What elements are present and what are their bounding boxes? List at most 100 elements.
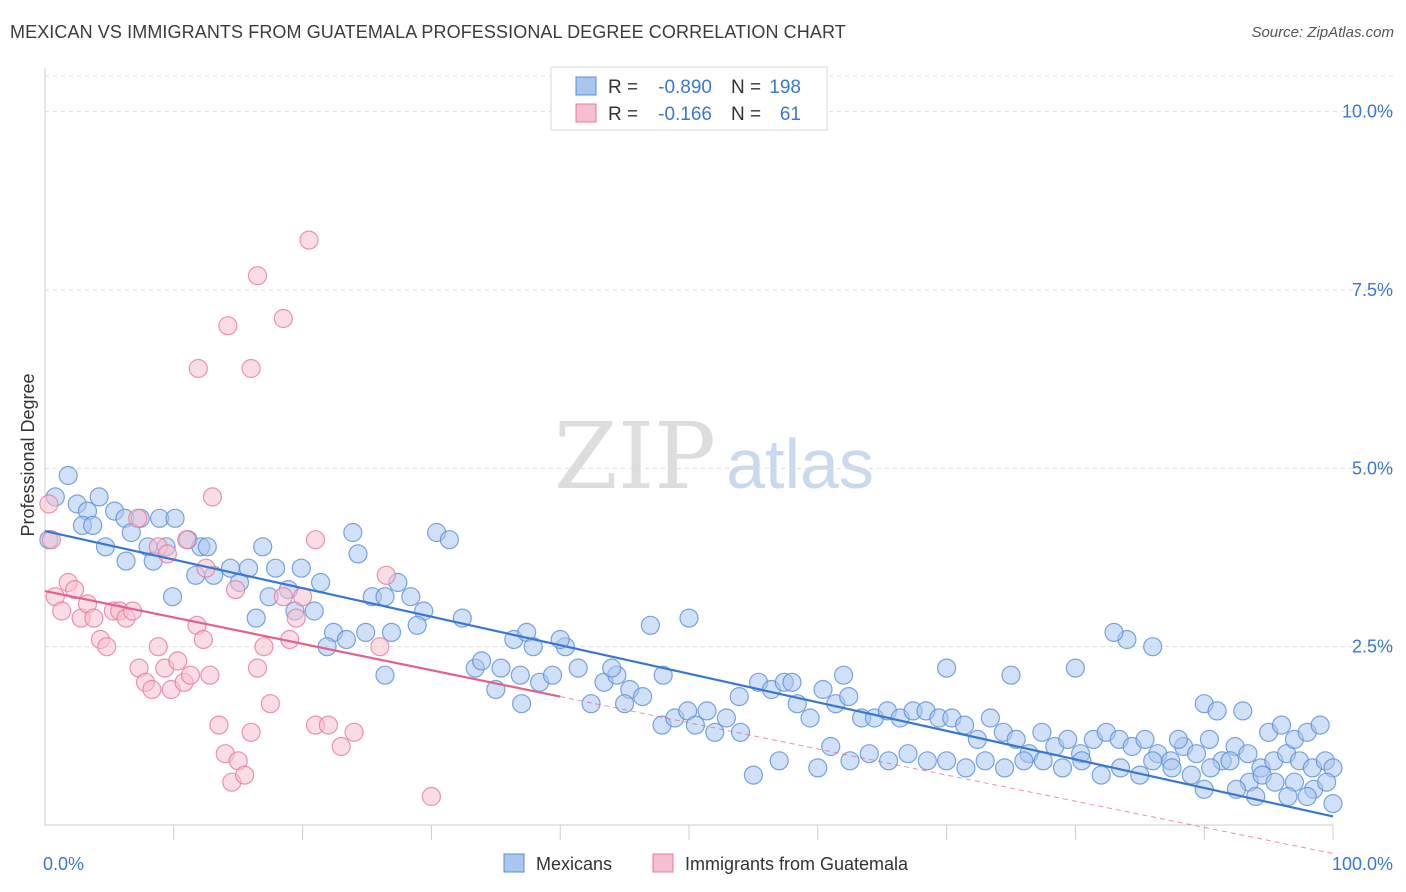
- legend-swatch: [575, 103, 597, 123]
- data-point: [1168, 729, 1189, 750]
- trend-line-extension: [560, 696, 1334, 855]
- data-point: [705, 722, 725, 742]
- data-point: [218, 316, 238, 336]
- data-point: [839, 686, 859, 707]
- data-point: [523, 637, 543, 657]
- data-point: [370, 637, 390, 657]
- data-point: [260, 694, 280, 714]
- y-tick-label: 10.0%: [1342, 102, 1393, 122]
- data-point: [84, 608, 104, 628]
- data-point: [202, 487, 222, 507]
- data-point: [241, 358, 261, 379]
- data-point: [348, 544, 368, 564]
- legend-r-value: -0.166: [658, 104, 712, 125]
- data-point: [247, 658, 268, 678]
- data-point: [833, 665, 854, 685]
- data-point: [376, 565, 396, 585]
- y-tick-label: 5.0%: [1352, 458, 1393, 478]
- data-point: [344, 722, 364, 742]
- data-point: [581, 694, 601, 714]
- data-point: [1143, 637, 1163, 657]
- data-point: [685, 715, 706, 735]
- data-point: [1316, 772, 1337, 792]
- data-point: [632, 686, 653, 707]
- data-point: [1233, 701, 1253, 721]
- data-point: [197, 537, 217, 557]
- data-point: [1265, 772, 1285, 792]
- data-point: [472, 651, 492, 671]
- data-point: [177, 530, 197, 550]
- data-point: [305, 530, 326, 550]
- data-point: [381, 622, 402, 643]
- legend-n-value: 61: [780, 104, 801, 125]
- data-point: [97, 637, 117, 657]
- data-point: [254, 637, 274, 657]
- data-point: [697, 701, 717, 721]
- data-point: [1200, 758, 1221, 778]
- data-point: [336, 629, 356, 650]
- data-point: [64, 579, 85, 600]
- data-point: [291, 558, 311, 578]
- data-point: [286, 608, 306, 628]
- data-point: [180, 665, 201, 685]
- data-point: [956, 758, 976, 778]
- data-point: [898, 744, 918, 764]
- data-point: [510, 665, 530, 685]
- data-point: [89, 487, 109, 507]
- data-point: [1238, 744, 1258, 764]
- data-point: [209, 715, 229, 735]
- data-point: [266, 558, 286, 578]
- data-point: [975, 751, 995, 771]
- data-point: [41, 530, 62, 550]
- data-point: [1323, 793, 1343, 814]
- y-tick-label: 7.5%: [1352, 280, 1393, 300]
- data-point: [331, 736, 351, 757]
- data-point: [640, 615, 661, 635]
- data-point: [808, 758, 828, 778]
- data-point: [188, 358, 208, 379]
- y-tick-label: 2.5%: [1352, 637, 1393, 657]
- data-point: [165, 508, 185, 528]
- data-point: [614, 694, 635, 714]
- data-point: [235, 765, 255, 785]
- data-point: [273, 308, 293, 329]
- data-point: [1181, 765, 1201, 785]
- data-point: [917, 751, 937, 771]
- data-point: [343, 522, 363, 543]
- data-point: [128, 508, 148, 528]
- data-point: [936, 658, 957, 678]
- data-point: [716, 708, 737, 728]
- data-point: [1220, 751, 1240, 771]
- data-point: [994, 758, 1015, 778]
- data-point: [407, 615, 427, 635]
- data-point: [679, 608, 699, 628]
- legend-r-label: R =: [608, 104, 638, 125]
- data-point: [653, 665, 673, 685]
- data-point: [116, 551, 136, 571]
- data-point: [1297, 786, 1317, 807]
- data-point: [311, 572, 331, 593]
- bottom-legend-swatch: [503, 853, 525, 873]
- data-point: [1310, 715, 1330, 735]
- data-point: [273, 587, 293, 607]
- data-point: [1271, 715, 1292, 735]
- data-point: [1091, 765, 1111, 785]
- data-point: [743, 765, 764, 785]
- data-point: [226, 579, 246, 600]
- data-point: [730, 722, 751, 742]
- data-point: [1104, 622, 1124, 643]
- source-label: Source: ZipAtlas.com: [1251, 24, 1394, 41]
- data-point: [299, 230, 319, 250]
- bottom-legend-label: Mexicans: [536, 854, 612, 874]
- trend-line: [44, 530, 1334, 818]
- data-point: [193, 629, 213, 650]
- watermark-zip: ZIP: [554, 403, 716, 510]
- data-point: [813, 679, 833, 700]
- data-point: [1058, 729, 1078, 750]
- x-tick-label: 0.0%: [43, 854, 84, 874]
- data-point: [246, 608, 266, 628]
- data-point: [1001, 665, 1021, 685]
- data-point: [401, 587, 421, 607]
- data-point: [1052, 758, 1073, 778]
